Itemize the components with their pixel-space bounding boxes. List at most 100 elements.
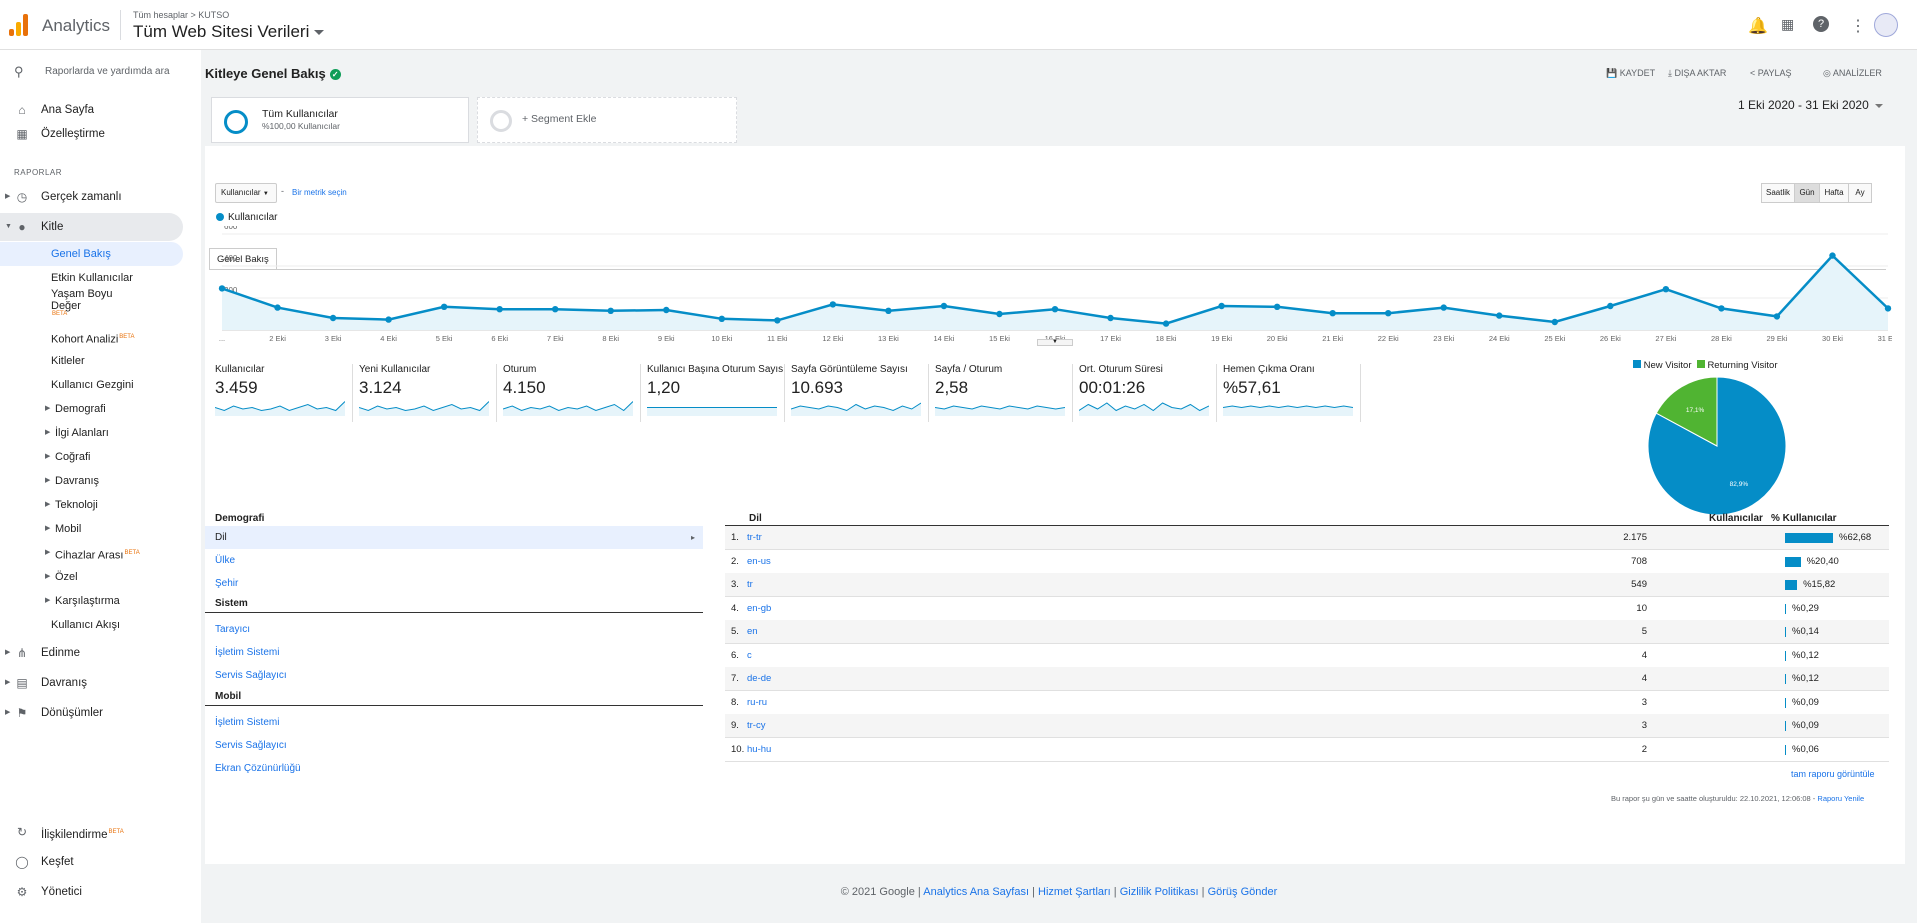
sidebar-item-active-users[interactable]: Etkin Kullanıcılar (0, 266, 183, 290)
row-language-link[interactable]: en-us (747, 555, 771, 567)
nav-audience[interactable]: ▼ ● Kitle (0, 213, 183, 241)
chart-resize-handle[interactable]: ▼ (1037, 339, 1073, 346)
sidebar-item-custom[interactable]: ▶ Özel (0, 565, 183, 589)
granularity-week[interactable]: Hafta (1819, 183, 1849, 203)
metric-3[interactable]: Kullanıcı Başına Oturum Sayısı 1,20 (647, 364, 787, 439)
sistem-item-isp[interactable]: Servis Sağlayıcı (215, 670, 287, 681)
col-pct-header[interactable]: % Kullanıcılar (1771, 513, 1837, 524)
demo-item-dil[interactable]: Dil ▸ (205, 526, 703, 549)
avatar[interactable] (1874, 13, 1898, 37)
nav-behavior[interactable]: ▶ ▤ Davranış (0, 669, 183, 697)
data-point[interactable] (1884, 305, 1892, 312)
segment-all-users[interactable]: Tüm Kullanıcılar %100,00 Kullanıcılar (211, 97, 469, 143)
granularity-hourly[interactable]: Saatlik (1761, 183, 1795, 203)
row-language-link[interactable]: de-de (747, 673, 772, 684)
nav-home[interactable]: ⌂ Ana Sayfa (0, 96, 183, 124)
data-point[interactable] (440, 303, 448, 310)
apps-grid-icon[interactable]: ▦ (1781, 16, 1795, 32)
sidebar-item-lifetime-value[interactable]: Yaşam Boyu (0, 286, 183, 302)
pie-slice[interactable] (1655, 376, 1718, 447)
metric-5[interactable]: Sayfa / Oturum 2,58 (935, 364, 1075, 439)
data-point[interactable] (718, 315, 725, 322)
data-point[interactable] (1218, 302, 1225, 310)
metric-2[interactable]: Oturum 4.150 (503, 364, 643, 439)
more-vert-icon[interactable]: ⋮ (1850, 18, 1866, 35)
insights-button[interactable]: ◎ ANALİZLER (1823, 68, 1882, 79)
bell-icon[interactable]: 🔔 (1748, 18, 1768, 35)
metric-4[interactable]: Sayfa Görüntüleme Sayısı 10.693 (791, 364, 931, 439)
data-point[interactable] (1440, 304, 1447, 311)
data-point[interactable] (996, 310, 1003, 318)
metric-7[interactable]: Hemen Çıkma Oranı %57,61 (1223, 364, 1363, 439)
data-point[interactable] (1551, 318, 1559, 326)
nav-conversions[interactable]: ▶ ⚑ Dönüşümler (0, 699, 183, 727)
data-point[interactable] (1829, 252, 1836, 259)
footer-link-home[interactable]: Analytics Ana Sayfası (923, 886, 1030, 898)
sidebar-item-cohort[interactable]: Kohort AnaliziBETA (0, 325, 183, 349)
sidebar-item-cross-device[interactable]: ▶ Cihazlar ArasıBETA (0, 541, 183, 565)
sidebar-item-benchmarking[interactable]: ▶ Karşılaştırma (0, 589, 183, 613)
data-point[interactable] (1773, 313, 1781, 320)
granularity-day[interactable]: Gün (1794, 183, 1820, 203)
data-point[interactable] (1718, 305, 1725, 312)
nav-acquisition[interactable]: ▶ ⋔ Edinme (0, 639, 183, 667)
sidebar-item-interests[interactable]: ▶ İlgi Alanları (0, 421, 183, 445)
demo-item-sehir[interactable]: Şehir (215, 578, 239, 589)
data-point[interactable] (1051, 306, 1059, 313)
data-point[interactable] (1662, 286, 1670, 293)
help-icon[interactable]: ? (1813, 16, 1829, 32)
row-language-link[interactable]: c (747, 649, 752, 661)
add-segment-button[interactable]: + Segment Ekle (477, 97, 737, 143)
date-range-picker[interactable]: 1 Eki 2020 - 31 Eki 2020 (1738, 98, 1883, 112)
sidebar-item-user-explorer[interactable]: Kullanıcı Gezgini (0, 373, 183, 397)
data-point[interactable] (274, 304, 281, 311)
metric-dropdown[interactable]: Kullanıcılar ▼ (215, 183, 277, 203)
pie-slice[interactable] (1647, 376, 1787, 516)
data-point[interactable] (1496, 312, 1503, 319)
sidebar-item-audiences[interactable]: Kitleler (0, 349, 183, 373)
metric-0[interactable]: Kullanıcılar 3.459 (215, 364, 355, 439)
sistem-item-os[interactable]: İşletim Sistemi (215, 647, 280, 658)
metric-1[interactable]: Yeni Kullanıcılar 3.124 (359, 364, 499, 439)
row-language-link[interactable]: tr (747, 579, 753, 590)
data-point[interactable] (829, 301, 837, 308)
sidebar-item-behavior-sub[interactable]: ▶ Davranış (0, 469, 183, 493)
sidebar-item-users-flow[interactable]: Kullanıcı Akışı (0, 613, 183, 637)
data-point[interactable] (607, 307, 614, 314)
chart-legend[interactable]: Kullanıcılar (216, 212, 277, 223)
metric-6[interactable]: Ort. Oturum Süresi 00:01:26 (1079, 364, 1219, 439)
data-point[interactable] (1329, 310, 1336, 317)
select-metric-link[interactable]: Bir metrik seçin (292, 188, 347, 197)
breadcrumb[interactable]: Tüm hesaplar > KUTSO (133, 10, 230, 20)
nav-attribution[interactable]: ↻ İlişkilendirmeBETA (0, 818, 183, 846)
col-dil-header[interactable]: Dil (749, 513, 762, 524)
row-language-link[interactable]: en (747, 626, 758, 637)
property-selector[interactable]: Tüm Web Sitesi Verileri (133, 22, 325, 42)
sidebar-item-geo[interactable]: ▶ Coğrafi (0, 445, 183, 469)
footer-link-feedback[interactable]: Görüş Gönder (1207, 886, 1278, 898)
row-language-link[interactable]: tr-cy (747, 720, 766, 731)
refresh-link[interactable]: Raporu Yenile (1817, 794, 1865, 803)
pie-chart[interactable]: 82,9% 17,1% (1647, 376, 1787, 516)
mobil-item-os[interactable]: İşletim Sistemi (215, 717, 280, 728)
data-point[interactable] (1385, 310, 1392, 317)
row-language-link[interactable]: en-gb (747, 602, 772, 614)
share-button[interactable]: < PAYLAŞ (1750, 68, 1791, 78)
nav-customization[interactable]: ▦ Özelleştirme (0, 120, 183, 148)
sidebar-item-technology[interactable]: ▶ Teknoloji (0, 493, 183, 517)
sidebar-item-lifetime-value-2[interactable]: Değer (0, 299, 183, 313)
data-point[interactable] (1107, 314, 1114, 322)
nav-discover[interactable]: ◯ Keşfet (0, 848, 183, 876)
data-point[interactable] (940, 302, 948, 310)
nav-admin[interactable]: ⚙ Yönetici (0, 878, 183, 906)
demo-item-ulke[interactable]: Ülke (215, 555, 236, 566)
footer-link-privacy[interactable]: Gizlilik Politikası (1119, 886, 1199, 898)
row-language-link[interactable]: hu-hu (747, 743, 772, 755)
footer-link-terms[interactable]: Hizmet Şartları (1038, 886, 1111, 898)
granularity-month[interactable]: Ay (1848, 183, 1872, 203)
full-report-link[interactable]: tam raporu görüntüle (1791, 769, 1875, 779)
sidebar-item-demographics[interactable]: ▶ Demografi (0, 397, 183, 421)
data-point[interactable] (329, 314, 337, 322)
mobil-item-isp[interactable]: Servis Sağlayıcı (215, 740, 287, 751)
